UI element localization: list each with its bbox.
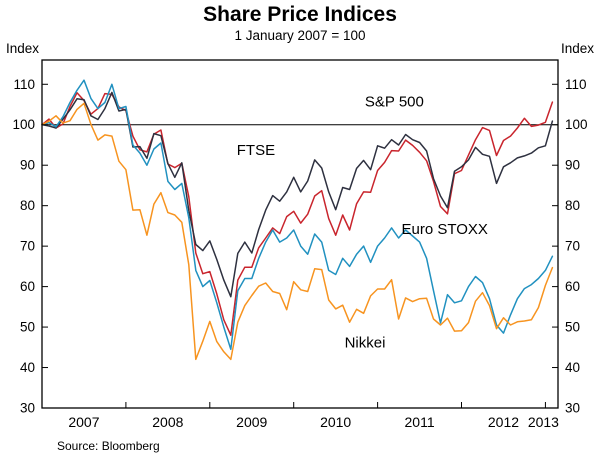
y-tick-label-left: 70 xyxy=(20,239,35,254)
chart-subtitle: 1 January 2007 = 100 xyxy=(234,28,366,43)
x-tick-label: 2010 xyxy=(320,414,351,430)
index-label-left: Index xyxy=(6,41,39,56)
y-tick-label-left: 100 xyxy=(12,117,35,132)
chart-frame xyxy=(41,59,559,409)
series-label-ftse: FTSE xyxy=(237,142,275,159)
x-tick-label: 2011 xyxy=(405,414,435,430)
series-line-ftse xyxy=(41,91,554,298)
series-line-euro-stoxx xyxy=(41,79,554,351)
series-line-nikkei xyxy=(41,102,554,361)
y-tick-label-left: 110 xyxy=(13,77,35,92)
y-tick-label-left: 50 xyxy=(20,320,35,335)
index-label-right: Index xyxy=(561,41,594,56)
x-tick-label: 2013 xyxy=(528,414,559,430)
series-label-s-p-500: S&P 500 xyxy=(365,94,424,111)
y-tick-label-right: 50 xyxy=(565,320,580,335)
y-tick-label-right: 100 xyxy=(565,117,588,132)
x-tick-label: 2007 xyxy=(68,414,99,430)
y-tick-label-left: 60 xyxy=(20,279,35,294)
source-note: Source: Bloomberg xyxy=(57,439,160,453)
series-line-s-p-500 xyxy=(41,92,554,336)
x-tick-label: 2012 xyxy=(488,414,519,430)
y-tick-label-left: 40 xyxy=(20,360,35,375)
x-tick-label: 2008 xyxy=(152,414,183,430)
x-tick-label: 2009 xyxy=(236,414,267,430)
y-tick-label-right: 80 xyxy=(565,198,580,213)
y-tick-label-right: 40 xyxy=(565,360,580,375)
series-label-euro-stoxx: Euro STOXX xyxy=(402,221,488,238)
y-tick-label-left: 80 xyxy=(20,198,35,213)
y-tick-label-right: 60 xyxy=(565,279,580,294)
y-tick-label-right: 30 xyxy=(565,401,580,416)
y-tick-label-right: 90 xyxy=(565,158,580,173)
y-tick-label-left: 30 xyxy=(20,401,35,416)
y-tick-label-left: 90 xyxy=(20,158,35,173)
series-label-nikkei: Nikkei xyxy=(345,334,386,351)
y-tick-label-right: 110 xyxy=(565,77,587,92)
y-tick-label-right: 70 xyxy=(565,239,580,254)
chart-title: Share Price Indices xyxy=(203,3,397,26)
